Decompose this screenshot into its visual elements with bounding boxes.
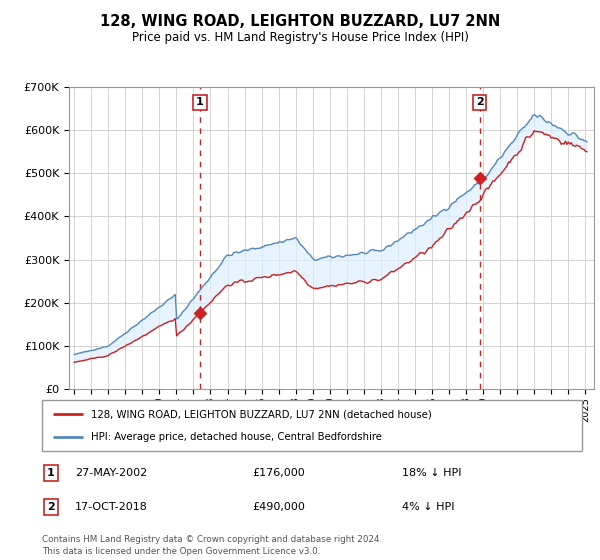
Text: 27-MAY-2002: 27-MAY-2002 xyxy=(75,468,147,478)
Text: HPI: Average price, detached house, Central Bedfordshire: HPI: Average price, detached house, Cent… xyxy=(91,432,382,442)
Text: 128, WING ROAD, LEIGHTON BUZZARD, LU7 2NN: 128, WING ROAD, LEIGHTON BUZZARD, LU7 2N… xyxy=(100,14,500,29)
Text: 1: 1 xyxy=(47,468,55,478)
Text: 128, WING ROAD, LEIGHTON BUZZARD, LU7 2NN (detached house): 128, WING ROAD, LEIGHTON BUZZARD, LU7 2N… xyxy=(91,409,431,419)
Text: 18% ↓ HPI: 18% ↓ HPI xyxy=(402,468,461,478)
Text: 4% ↓ HPI: 4% ↓ HPI xyxy=(402,502,455,512)
Text: Contains HM Land Registry data © Crown copyright and database right 2024.: Contains HM Land Registry data © Crown c… xyxy=(42,535,382,544)
Text: £176,000: £176,000 xyxy=(252,468,305,478)
Text: 2: 2 xyxy=(476,97,484,108)
Text: 17-OCT-2018: 17-OCT-2018 xyxy=(75,502,148,512)
Text: This data is licensed under the Open Government Licence v3.0.: This data is licensed under the Open Gov… xyxy=(42,547,320,556)
Text: 2: 2 xyxy=(47,502,55,512)
Text: Price paid vs. HM Land Registry's House Price Index (HPI): Price paid vs. HM Land Registry's House … xyxy=(131,31,469,44)
Text: 1: 1 xyxy=(196,97,204,108)
Text: £490,000: £490,000 xyxy=(252,502,305,512)
